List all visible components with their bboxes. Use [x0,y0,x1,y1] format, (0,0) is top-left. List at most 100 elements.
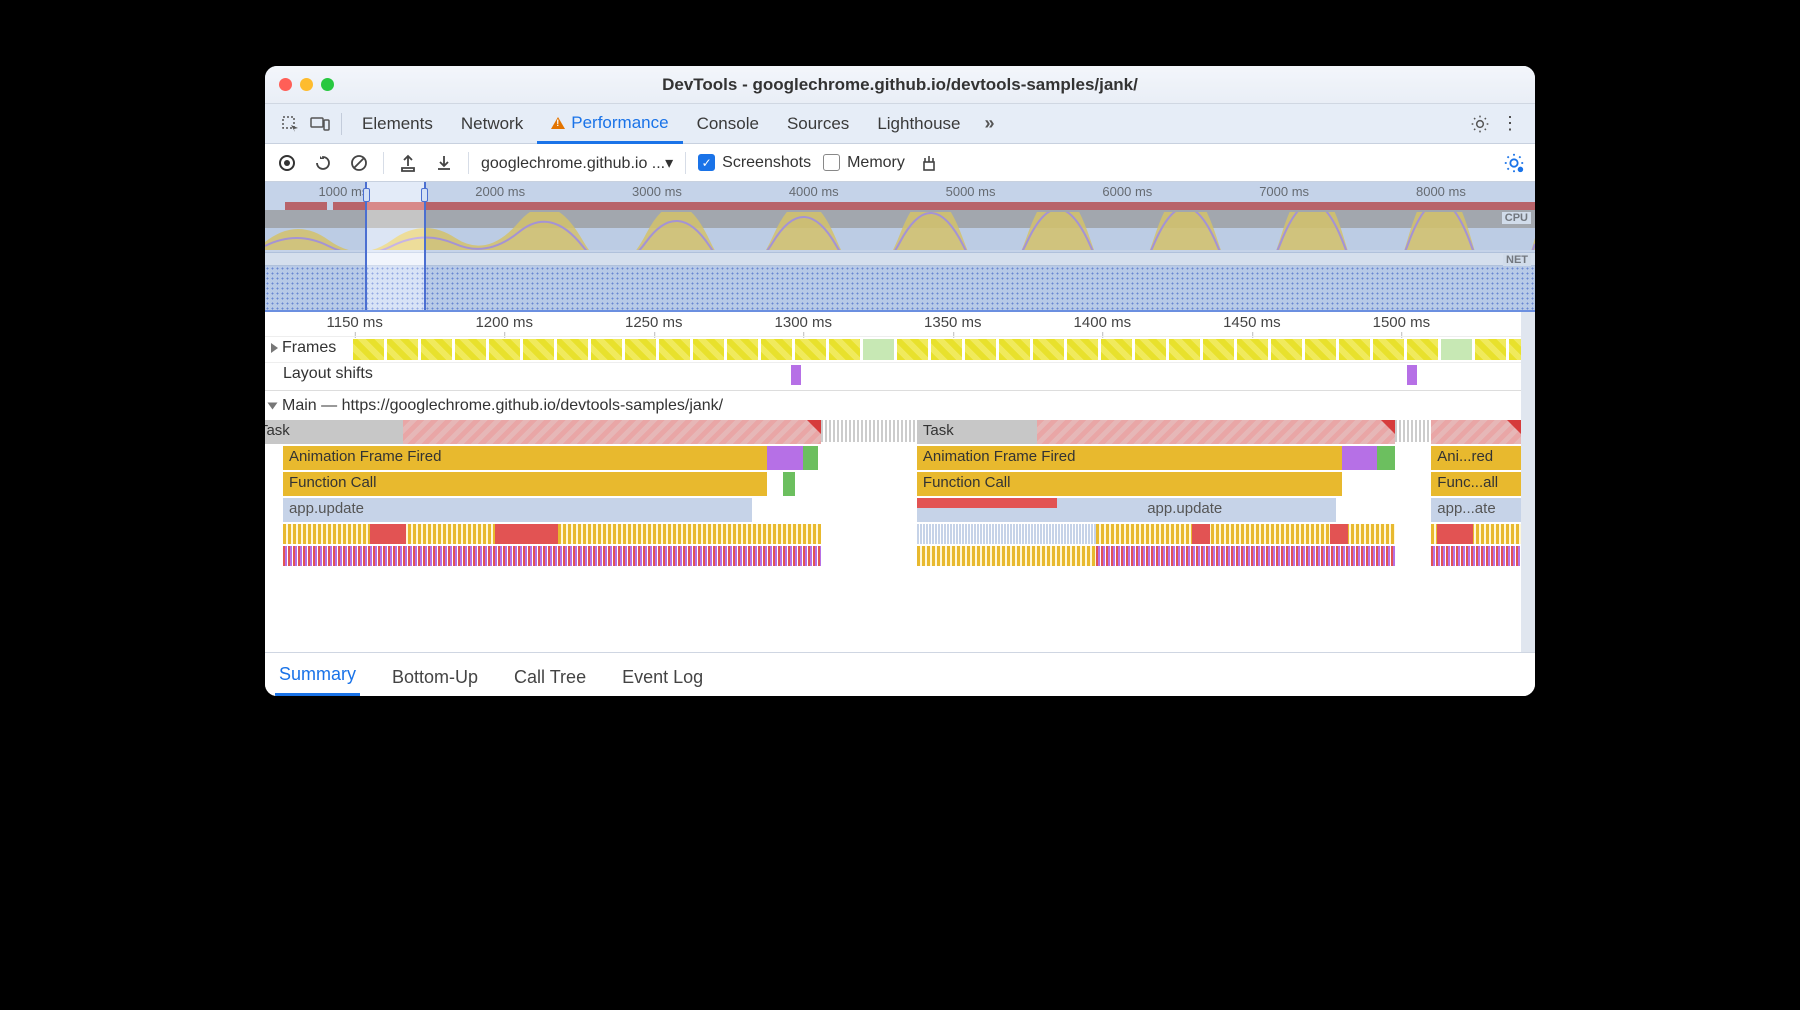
frame-block[interactable] [693,339,724,360]
btab-call-tree[interactable]: Call Tree [510,659,590,696]
frame-block[interactable] [489,339,520,360]
frame-block[interactable] [455,339,486,360]
tab-lighthouse[interactable]: Lighthouse [863,104,974,143]
window-title: DevTools - googlechrome.github.io/devtoo… [265,75,1535,95]
frame-block[interactable] [897,339,928,360]
download-icon[interactable] [432,151,456,175]
main-thread-header[interactable]: Main — https://googlechrome.github.io/de… [265,390,1521,420]
kebab-menu-icon[interactable]: ⋮ [1495,109,1525,139]
btab-event-log[interactable]: Event Log [618,659,707,696]
tab-performance[interactable]: Performance [537,105,682,144]
frame-block[interactable] [387,339,418,360]
devtools-window: DevTools - googlechrome.github.io/devtoo… [265,66,1535,696]
frame-block[interactable] [1135,339,1166,360]
btab-summary[interactable]: Summary [275,656,360,696]
frame-block[interactable] [1203,339,1234,360]
frame-block[interactable] [1305,339,1336,360]
frame-block[interactable] [829,339,860,360]
layout-shift-marker[interactable] [1407,365,1417,385]
tab-network[interactable]: Network [447,104,537,143]
tab-sources[interactable]: Sources [773,104,863,143]
detail-tick: 1400 ms [1074,314,1132,331]
frame-block[interactable] [1509,339,1521,360]
overview-selection[interactable] [365,182,426,310]
selection-handle-right[interactable] [421,188,428,202]
page-selector[interactable]: googlechrome.github.io ...▾ [481,153,673,173]
frame-block[interactable] [1067,339,1098,360]
expand-icon[interactable] [271,343,278,353]
flame-paint[interactable] [1377,446,1395,470]
frame-block[interactable] [1169,339,1200,360]
frame-block[interactable] [795,339,826,360]
clear-button[interactable] [347,151,371,175]
btab-bottom-up[interactable]: Bottom-Up [388,659,482,696]
frame-block[interactable] [1407,339,1438,360]
close-icon[interactable] [279,78,292,91]
frame-block[interactable] [761,339,792,360]
flame-function-call[interactable]: Function Call [917,472,1342,496]
screenshots-checkbox[interactable]: ✓ Screenshots [698,154,811,172]
flamechart-detail[interactable]: 1150 ms1200 ms1250 ms1300 ms1350 ms1400 … [265,312,1535,652]
frame-block[interactable] [1373,339,1404,360]
record-button[interactable] [275,151,299,175]
frame-block[interactable] [931,339,962,360]
capture-settings-icon[interactable] [1503,152,1525,174]
flame-animation-frame-fired[interactable]: Animation Frame Fired [917,446,1342,470]
more-tabs-icon[interactable]: » [975,109,1005,139]
device-toggle-icon[interactable] [305,109,335,139]
timeline-overview[interactable]: 1000 ms2000 ms3000 ms4000 ms5000 ms6000 … [265,182,1535,312]
flame-app-update[interactable]: app.update [283,498,753,522]
frame-block[interactable] [727,339,758,360]
frame-block[interactable] [353,339,384,360]
flame-strip [283,546,821,566]
minimize-icon[interactable] [300,78,313,91]
frame-block[interactable] [1033,339,1064,360]
inspect-icon[interactable] [275,109,305,139]
tab-elements[interactable]: Elements [348,104,447,143]
flame-strip [1437,524,1473,544]
frame-block[interactable] [625,339,656,360]
flame-animation-frame-fired[interactable]: Ani...red [1431,446,1521,470]
frame-block[interactable] [523,339,554,360]
frame-block[interactable] [659,339,690,360]
settings-icon[interactable] [1465,109,1495,139]
flame-function-call[interactable]: Func...all [1431,472,1521,496]
detail-tick: 1150 ms [326,314,382,331]
window-controls [279,78,334,91]
tab-performance-label: Performance [571,113,668,133]
flame-paint[interactable] [783,472,795,496]
flame-gap [821,420,917,442]
frame-block[interactable] [863,339,894,360]
upload-icon[interactable] [396,151,420,175]
frame-block[interactable] [965,339,996,360]
frame-block[interactable] [1101,339,1132,360]
collapse-icon[interactable] [268,402,278,409]
flame-render[interactable] [767,446,803,470]
flame-animation-frame-fired[interactable]: Animation Frame Fired [283,446,767,470]
tab-console[interactable]: Console [683,104,773,143]
frame-block[interactable] [1339,339,1370,360]
zoom-icon[interactable] [321,78,334,91]
frame-block[interactable] [1237,339,1268,360]
flame-render[interactable] [1342,446,1378,470]
flame-strip [370,524,406,544]
memory-checkbox[interactable]: Memory [823,154,905,172]
flame-function-call[interactable]: Function Call [283,472,767,496]
flamechart[interactable]: TaskTaskTaskAnimation Frame FiredAnimati… [265,420,1521,600]
reload-record-button[interactable] [311,151,335,175]
frame-block[interactable] [557,339,588,360]
frame-block[interactable] [421,339,452,360]
screenshots-label: Screenshots [722,154,811,172]
frame-block[interactable] [591,339,622,360]
layout-shift-marker[interactable] [791,365,801,385]
collect-garbage-icon[interactable] [917,151,941,175]
flame-paint[interactable] [803,446,818,470]
frame-block[interactable] [1271,339,1302,360]
frame-block[interactable] [1475,339,1506,360]
layout-shifts-row[interactable]: Layout shifts [265,362,1521,390]
selection-handle-left[interactable] [363,188,370,202]
frame-block[interactable] [999,339,1030,360]
flame-app-update[interactable]: app...ate [1431,498,1521,522]
frame-block[interactable] [1441,339,1472,360]
frames-row[interactable]: Frames [265,336,1521,362]
